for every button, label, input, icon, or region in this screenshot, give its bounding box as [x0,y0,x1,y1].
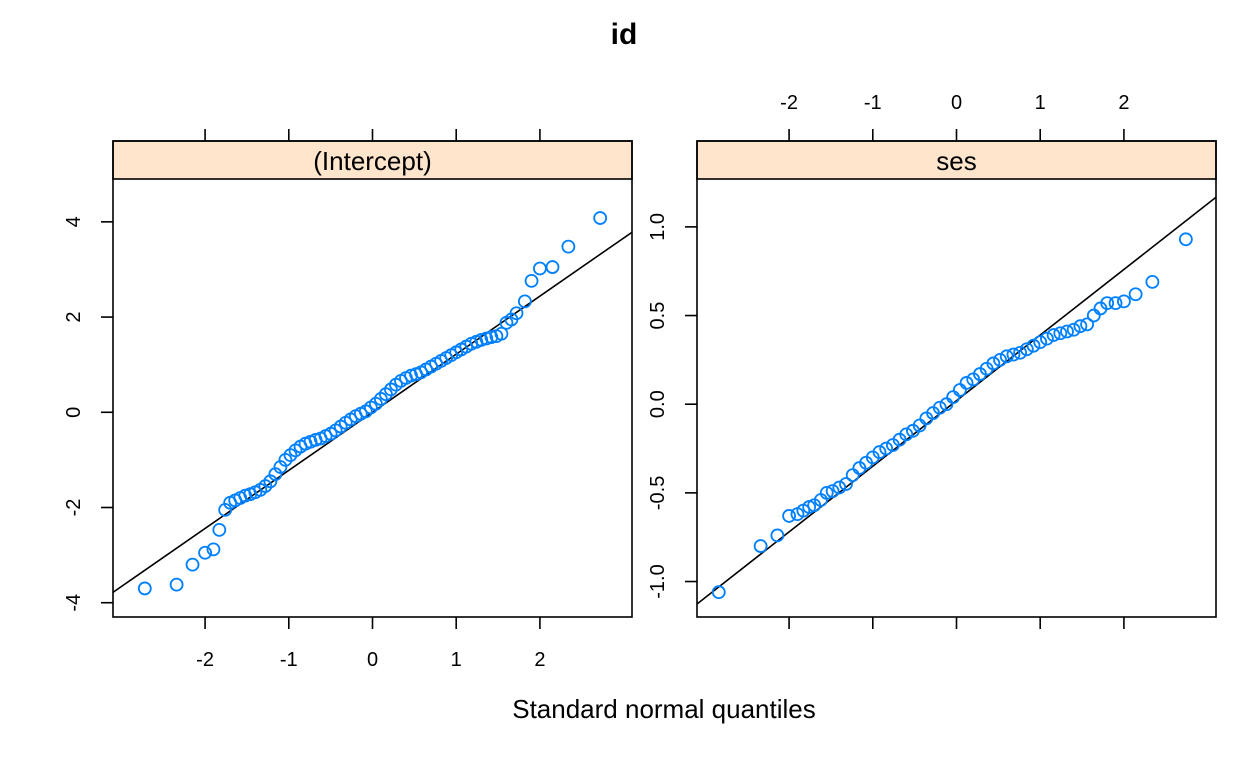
y-tick-label: 0.5 [647,302,669,330]
strip-label: ses [936,146,976,176]
data-point [1086,308,1101,323]
y-tick-label: -2 [63,499,85,517]
data-point [1040,331,1054,346]
chart-title: id [611,18,638,51]
data-point [872,445,887,459]
data-point [198,545,212,560]
data-point [993,352,1007,367]
y-tick-label: 0 [63,407,85,418]
strip-background [696,140,1217,180]
data-point [494,326,509,341]
panel-border [696,140,1217,618]
data-point [517,294,532,309]
data-point [753,539,768,553]
panels: (Intercept) -2 -1 0 1 2 -4 -2 0 2 4 ses -2 -1 0 1 2 -1.0 -… [63,92,1217,671]
panel-border [112,140,633,618]
data-point [839,477,853,491]
data-point [825,484,840,498]
data-point [545,260,560,274]
data-point [384,382,398,397]
y-tick-label: 1.0 [647,213,669,241]
data-point [770,528,785,543]
y-tick-label: 0.0 [647,390,669,418]
data-point [1178,232,1193,247]
data-point [879,441,894,456]
y-tick-label: -1.0 [647,564,669,598]
data-point [185,557,200,572]
x-tick-label: -1 [864,92,882,114]
data-point [169,577,184,592]
data-point [533,261,547,276]
data-point [561,239,576,254]
x-tick-label: -1 [280,649,298,671]
data-point [1108,296,1123,311]
data-point [524,273,539,288]
x-tick-label: 1 [1035,92,1046,114]
data-point [932,400,947,415]
data-point [1145,274,1160,289]
data-point [206,542,221,557]
strip-label: (Intercept) [313,146,432,176]
x-tick-label: -2 [780,92,798,114]
panel-ses: ses -2 -1 0 1 2 -1.0 -0.5 0.0 0.5 1.0 [647,92,1217,629]
data-point [1080,317,1094,332]
data-point [1060,324,1074,339]
strip-background [112,140,633,180]
data-point [1053,326,1068,341]
data-point [711,585,726,600]
data-point [1006,347,1021,362]
data-point [946,390,961,405]
data-point [509,306,524,321]
data-point [819,485,834,500]
data-point [137,581,152,596]
y-tick-label: -4 [63,594,85,612]
y-tick-label: 4 [63,216,85,227]
data-point [1046,328,1061,342]
data-point [1026,338,1041,353]
data-point [283,448,298,463]
data-point [845,468,860,483]
data-point [1066,322,1081,337]
data-point [1073,319,1088,334]
y-tick-label: -0.5 [647,476,669,510]
data-point [373,392,388,406]
x-tick-label: 2 [1118,92,1129,114]
x-tick-label: 1 [451,649,462,671]
x-axis-label: Standard normal quantiles [512,694,816,724]
x-tick-label: 0 [951,92,962,114]
data-point [1128,287,1143,302]
data-point [899,427,914,442]
data-point [1117,294,1131,309]
data-point [1019,342,1034,357]
x-tick-label: -2 [196,649,214,671]
reference-line [697,196,1216,605]
data-point [593,211,608,225]
x-tick-label: 0 [367,649,378,671]
y-tick-label: 2 [63,312,85,323]
data-point [1033,335,1048,350]
data-point [782,509,796,523]
x-tick-label: 2 [534,649,545,671]
data-point [832,480,847,495]
data-point [212,522,227,537]
data-point [378,387,393,402]
panel-intercept: (Intercept) -2 -1 0 1 2 -4 -2 0 2 4 [63,129,633,671]
data-point [1100,296,1115,311]
data-point [959,376,974,390]
data-point [1013,345,1028,360]
data-point [999,349,1014,364]
data-point [986,356,1001,371]
data-point [952,383,967,397]
